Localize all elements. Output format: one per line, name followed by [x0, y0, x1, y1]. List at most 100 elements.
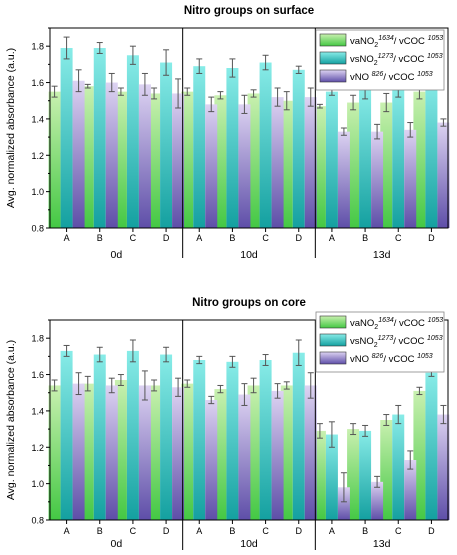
legend-swatch [319, 69, 347, 83]
x-tick-label: A [196, 233, 202, 243]
bar [271, 390, 284, 520]
error-bar [129, 45, 136, 65]
error-bar [316, 103, 323, 109]
x-tick-label: B [229, 526, 235, 536]
error-bar [262, 54, 269, 71]
y-tick-label: 1.4 [31, 114, 44, 124]
bar [413, 390, 426, 520]
legend-swatch [319, 351, 347, 365]
error-bar [75, 69, 82, 93]
group-label: 10d [240, 538, 258, 550]
y-axis-label: Avg. normalized absorbance (a.u.) [5, 340, 17, 500]
error-bar [440, 404, 447, 425]
bar [425, 372, 438, 520]
bar [292, 69, 305, 229]
bar [114, 91, 127, 229]
error-bar [250, 377, 257, 394]
group-label: 13d [373, 538, 391, 550]
x-tick-label: B [362, 526, 368, 536]
y-tick-label: 1.8 [31, 42, 44, 52]
legend-swatch [319, 51, 347, 65]
legend-entry: vaNO21634/ vCOC 1053 [350, 317, 443, 331]
error-bar [141, 72, 148, 96]
legend-entry: vaNO21634/ vCOC 1053 [350, 35, 443, 49]
bar [280, 385, 293, 520]
error-bar [295, 65, 302, 74]
error-bar [229, 58, 236, 78]
bar [247, 93, 260, 228]
bar [304, 385, 317, 520]
error-bar [250, 89, 257, 98]
bar [380, 102, 393, 228]
error-bar [328, 421, 335, 448]
x-tick-label: D [163, 526, 170, 536]
bar [193, 360, 206, 520]
y-tick-label: 1.2 [31, 443, 44, 453]
bar [437, 414, 450, 520]
x-tick-label: A [329, 233, 335, 243]
x-tick-label: C [130, 526, 137, 536]
bar [271, 97, 284, 228]
error-bar [51, 85, 58, 98]
bar [205, 104, 218, 228]
bar [81, 383, 94, 520]
error-bar [175, 78, 182, 109]
bar [60, 350, 73, 520]
bar [172, 93, 185, 228]
bar [72, 383, 85, 520]
plot-frame [49, 319, 449, 521]
bar [60, 48, 73, 228]
legend-swatch [319, 333, 347, 347]
error-bar [383, 414, 390, 426]
error-bar [117, 87, 124, 96]
bar [238, 104, 251, 228]
y-tick-label: 0.8 [31, 516, 44, 526]
x-tick-label: C [262, 526, 269, 536]
error-bar [63, 344, 70, 357]
x-tick-label: D [296, 233, 303, 243]
group-label: 0d [110, 249, 122, 261]
error-bar [283, 381, 290, 390]
x-tick-label: A [196, 526, 202, 536]
x-tick-label: D [163, 233, 170, 243]
error-bar [196, 355, 203, 365]
x-tick-label: D [296, 526, 303, 536]
group-label: 0d [110, 538, 122, 550]
x-tick-label: D [428, 233, 435, 243]
error-bar [108, 377, 115, 394]
bar [392, 88, 405, 228]
error-bar [184, 87, 191, 96]
error-bar [163, 49, 170, 76]
bar [105, 385, 118, 520]
bar [247, 385, 260, 520]
error-bar [350, 94, 357, 111]
bar [259, 360, 272, 520]
error-bar [350, 423, 357, 436]
error-bar [407, 122, 414, 138]
bar [72, 80, 85, 229]
bar [259, 62, 272, 228]
error-bar [440, 118, 447, 127]
bar [325, 91, 338, 229]
bar [359, 89, 372, 229]
legend-swatch [319, 315, 347, 329]
error-bar [163, 346, 170, 363]
bar [404, 460, 417, 520]
error-bar [416, 386, 423, 396]
error-bar [151, 87, 158, 100]
error-bar [340, 127, 347, 136]
error-bar [217, 91, 224, 100]
bar [371, 131, 384, 228]
error-bar [283, 91, 290, 111]
bar [392, 414, 405, 520]
bar [359, 430, 372, 520]
bar [325, 434, 338, 520]
bar [238, 394, 251, 520]
bar [172, 387, 185, 520]
error-bar [51, 379, 58, 392]
bar [181, 91, 194, 229]
bar [148, 385, 161, 520]
error-bar [129, 339, 136, 363]
error-bar [316, 423, 323, 439]
